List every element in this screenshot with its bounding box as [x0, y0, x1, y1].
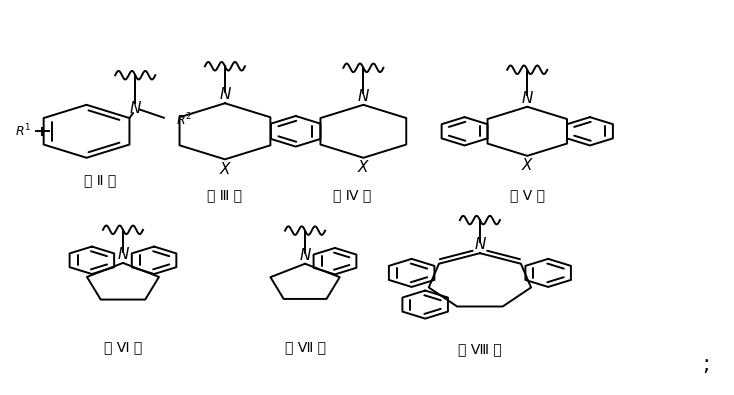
Text: （ Ⅵ ）: （ Ⅵ ）	[103, 340, 142, 354]
Text: （ Ⅱ ）: （ Ⅱ ）	[84, 173, 116, 187]
Text: N: N	[474, 237, 486, 252]
Text: N: N	[130, 101, 141, 116]
Text: N: N	[299, 248, 310, 263]
Text: （ Ⅳ ）: （ Ⅳ ）	[333, 188, 371, 203]
Text: X: X	[522, 158, 532, 173]
Text: N: N	[357, 89, 369, 104]
Text: N: N	[522, 91, 533, 106]
Text: （ Ⅶ ）: （ Ⅶ ）	[285, 340, 326, 354]
Text: X: X	[358, 160, 368, 175]
Text: （ Ⅴ ）: （ Ⅴ ）	[509, 188, 545, 203]
Text: （ Ⅷ ）: （ Ⅷ ）	[458, 342, 502, 356]
Text: X: X	[219, 162, 230, 177]
Text: $R^1$: $R^1$	[15, 123, 32, 139]
Text: $R^2$: $R^2$	[176, 111, 192, 128]
Text: N: N	[219, 87, 230, 102]
Text: ;: ;	[702, 355, 710, 375]
Text: （ Ⅲ ）: （ Ⅲ ）	[208, 188, 242, 203]
Text: N: N	[117, 247, 128, 262]
